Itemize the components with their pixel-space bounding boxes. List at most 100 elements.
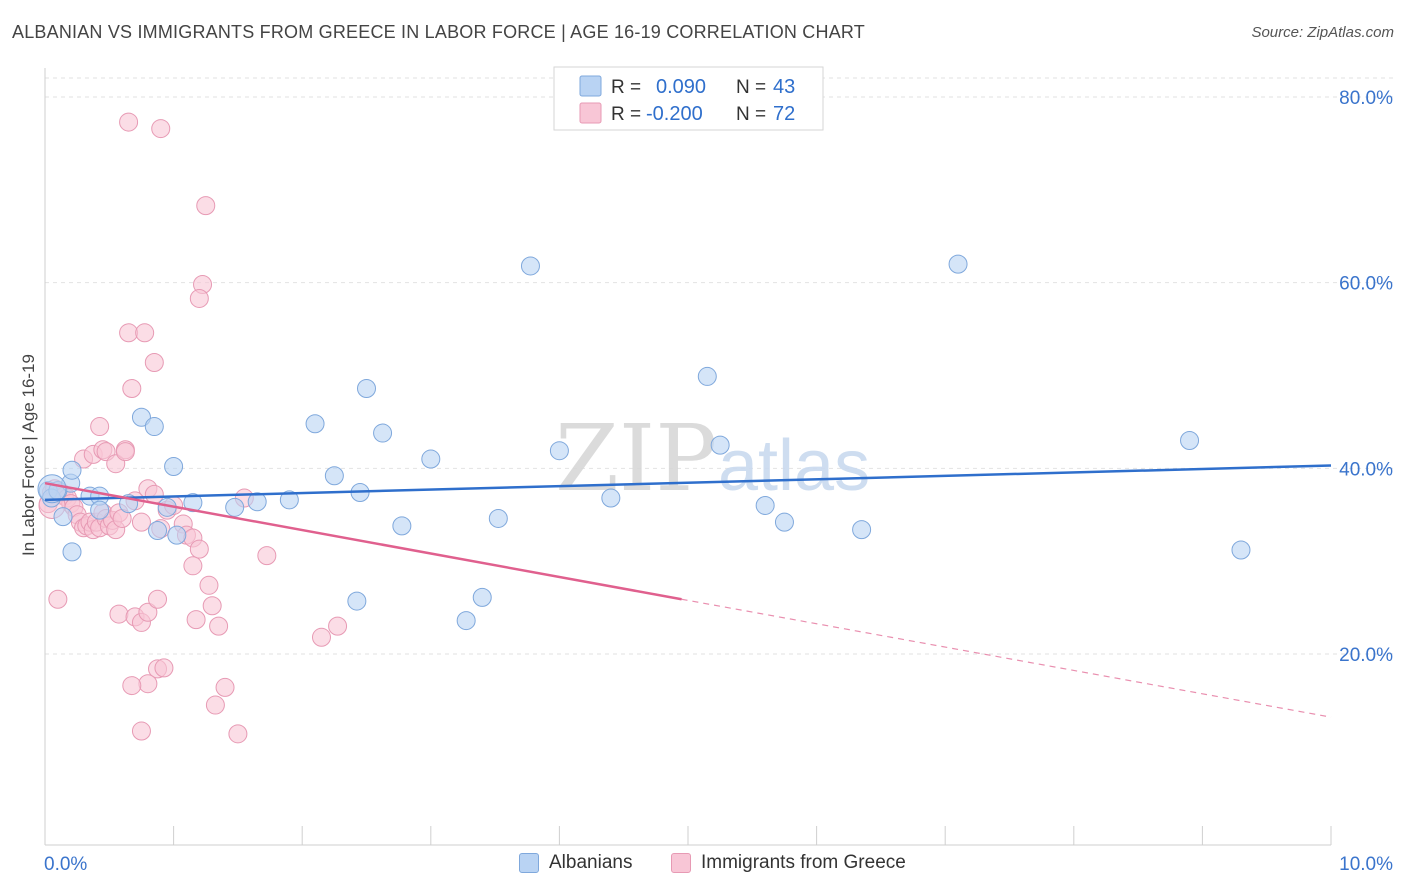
source-credit: Source: ZipAtlas.com: [1251, 24, 1394, 41]
legend-r-value-1: 0.090: [656, 76, 706, 98]
albanians-point: [247, 492, 267, 512]
greece-point: [209, 616, 229, 636]
greece-point: [122, 378, 142, 398]
greece-point: [228, 724, 248, 744]
watermark-atlas: atlas: [718, 426, 870, 506]
legend-r-value-2: -0.200: [646, 103, 703, 125]
albanians-point: [601, 488, 621, 508]
albanians-point: [549, 441, 569, 461]
greece-point: [90, 417, 110, 437]
greece-point: [205, 695, 225, 715]
albanians-point: [357, 378, 376, 398]
albanians-point: [148, 521, 168, 541]
series-legend: Albanians Immigrants from Greece: [0, 852, 1406, 878]
greece-point: [122, 676, 142, 696]
watermark-zip: ZIP: [555, 405, 717, 512]
legend-item-greece: Immigrants from Greece: [671, 852, 906, 874]
albanians-point: [347, 591, 367, 611]
albanians-point: [62, 460, 82, 480]
greece-point: [119, 112, 139, 132]
albanians-point: [279, 490, 299, 510]
legend-label-greece: Immigrants from Greece: [701, 852, 906, 873]
greece-point: [138, 602, 158, 622]
greece-point: [196, 196, 216, 216]
albanians-point: [697, 366, 717, 386]
y-axis-label: In Labor Force | Age 16-19: [19, 354, 38, 556]
albanians-point: [90, 500, 110, 520]
albanians-point: [225, 497, 245, 517]
legend-n-value-2: 72: [773, 103, 795, 125]
greece-point: [138, 674, 158, 694]
greece-point: [151, 119, 171, 139]
greece-point: [144, 353, 164, 373]
albanians-point: [1180, 430, 1200, 450]
albanians-point: [710, 435, 730, 455]
legend-swatch-blue: [579, 75, 602, 97]
greece-point: [186, 610, 206, 630]
albanians-point: [1231, 540, 1251, 560]
albanians-point: [520, 256, 540, 276]
grid-lines: [45, 77, 1393, 655]
legend-swatch-pink: [579, 102, 602, 124]
greece-swatch: [671, 853, 691, 873]
albanians-point: [472, 587, 492, 607]
legend-n-label-2: N =: [736, 104, 766, 125]
albanians-trend-line: [44, 464, 1332, 502]
x-tick-label: 10.0%: [1339, 854, 1393, 875]
greece-trend-line: [44, 481, 682, 601]
greece-point: [189, 539, 209, 559]
albanians-point: [421, 449, 441, 469]
greece-point: [154, 658, 174, 678]
watermark: ZIP atlas: [555, 405, 870, 512]
albanians-point: [167, 525, 187, 545]
albanians-point: [488, 508, 508, 528]
greece-point: [131, 512, 151, 532]
legend-n-value-1: 43: [773, 76, 795, 98]
greece-point: [199, 575, 219, 595]
legend-item-albanians: Albanians: [519, 852, 632, 874]
axes: [44, 68, 1332, 846]
correlation-legend: R = 0.090 N = 43 R = -0.200 N = 72: [553, 66, 824, 131]
greece-point: [131, 721, 151, 741]
albanians-point: [774, 512, 794, 532]
albanians-point: [164, 456, 184, 476]
greece-point: [135, 323, 155, 343]
legend-r-label-2: R =: [611, 104, 641, 125]
y-tick-label: 60.0%: [1339, 274, 1393, 295]
y-tick-label: 40.0%: [1339, 459, 1393, 480]
albanians-point: [852, 520, 872, 540]
legend-label-albanians: Albanians: [549, 852, 633, 873]
greece-point: [148, 589, 168, 609]
x-tick-label: 0.0%: [44, 854, 87, 875]
greece-point: [183, 556, 203, 576]
greece-point: [115, 442, 135, 462]
greece-point: [311, 627, 331, 647]
greece-point: [189, 288, 209, 308]
greece-point: [328, 616, 348, 636]
albanians-point: [392, 516, 412, 536]
y-tick-label: 20.0%: [1339, 645, 1393, 666]
albanians-point: [948, 254, 968, 274]
albanians-point: [456, 611, 476, 631]
trend-lines: [44, 464, 1332, 718]
albanians-point: [62, 542, 82, 562]
series-greece-points: [38, 112, 348, 744]
y-tick-label: 80.0%: [1339, 88, 1393, 109]
greece-trend-extension: [681, 598, 1332, 718]
legend-n-label-1: N =: [736, 77, 766, 98]
albanians-point: [755, 495, 775, 515]
greece-point: [109, 604, 129, 624]
albanians-point: [305, 414, 325, 434]
albanians-point: [373, 423, 393, 443]
albanians-point: [53, 507, 73, 527]
albanians-swatch: [519, 853, 539, 873]
greece-point: [48, 589, 68, 609]
albanians-point: [324, 466, 344, 486]
albanians-point: [183, 493, 203, 513]
greece-point: [215, 677, 235, 697]
chart-title: ALBANIAN VS IMMIGRANTS FROM GREECE IN LA…: [12, 22, 865, 42]
y-tick-labels: 20.0% 40.0% 60.0% 80.0%: [1339, 88, 1393, 666]
series-albanians-points: [37, 254, 1251, 631]
legend-r-label-1: R =: [611, 77, 641, 98]
